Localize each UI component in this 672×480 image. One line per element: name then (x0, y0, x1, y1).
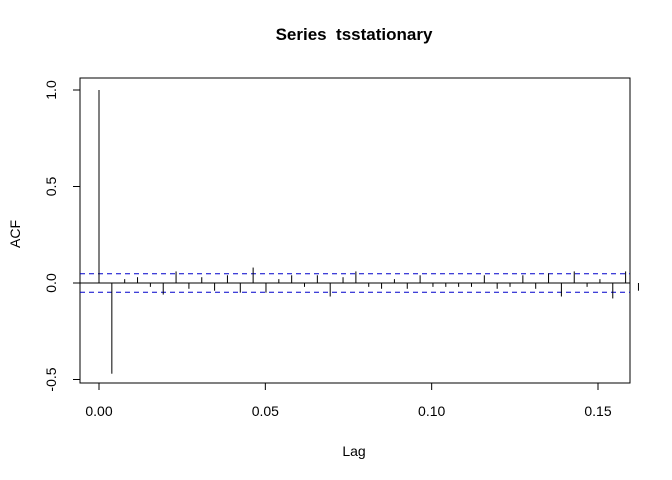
x-axis: 0.00 0.05 0.10 0.15 (85, 382, 612, 419)
y-axis-label: ACF (7, 220, 23, 248)
y-tick-label: 0.0 (43, 273, 59, 293)
x-tick-label: 0.05 (252, 403, 279, 419)
plot-area (80, 90, 639, 374)
x-tick-label: 0.15 (584, 403, 611, 419)
y-tick-label: -0.5 (43, 367, 59, 391)
y-tick-label: 0.5 (43, 177, 59, 197)
y-axis: -0.5 0.0 0.5 1.0 (43, 80, 81, 392)
y-tick-label: 1.0 (43, 80, 59, 100)
chart-title: Series tsstationary (276, 25, 433, 44)
x-tick-label: 0.00 (85, 403, 112, 419)
x-tick-label: 0.10 (418, 403, 445, 419)
x-axis-label: Lag (342, 443, 365, 459)
plot-frame (79, 77, 631, 384)
